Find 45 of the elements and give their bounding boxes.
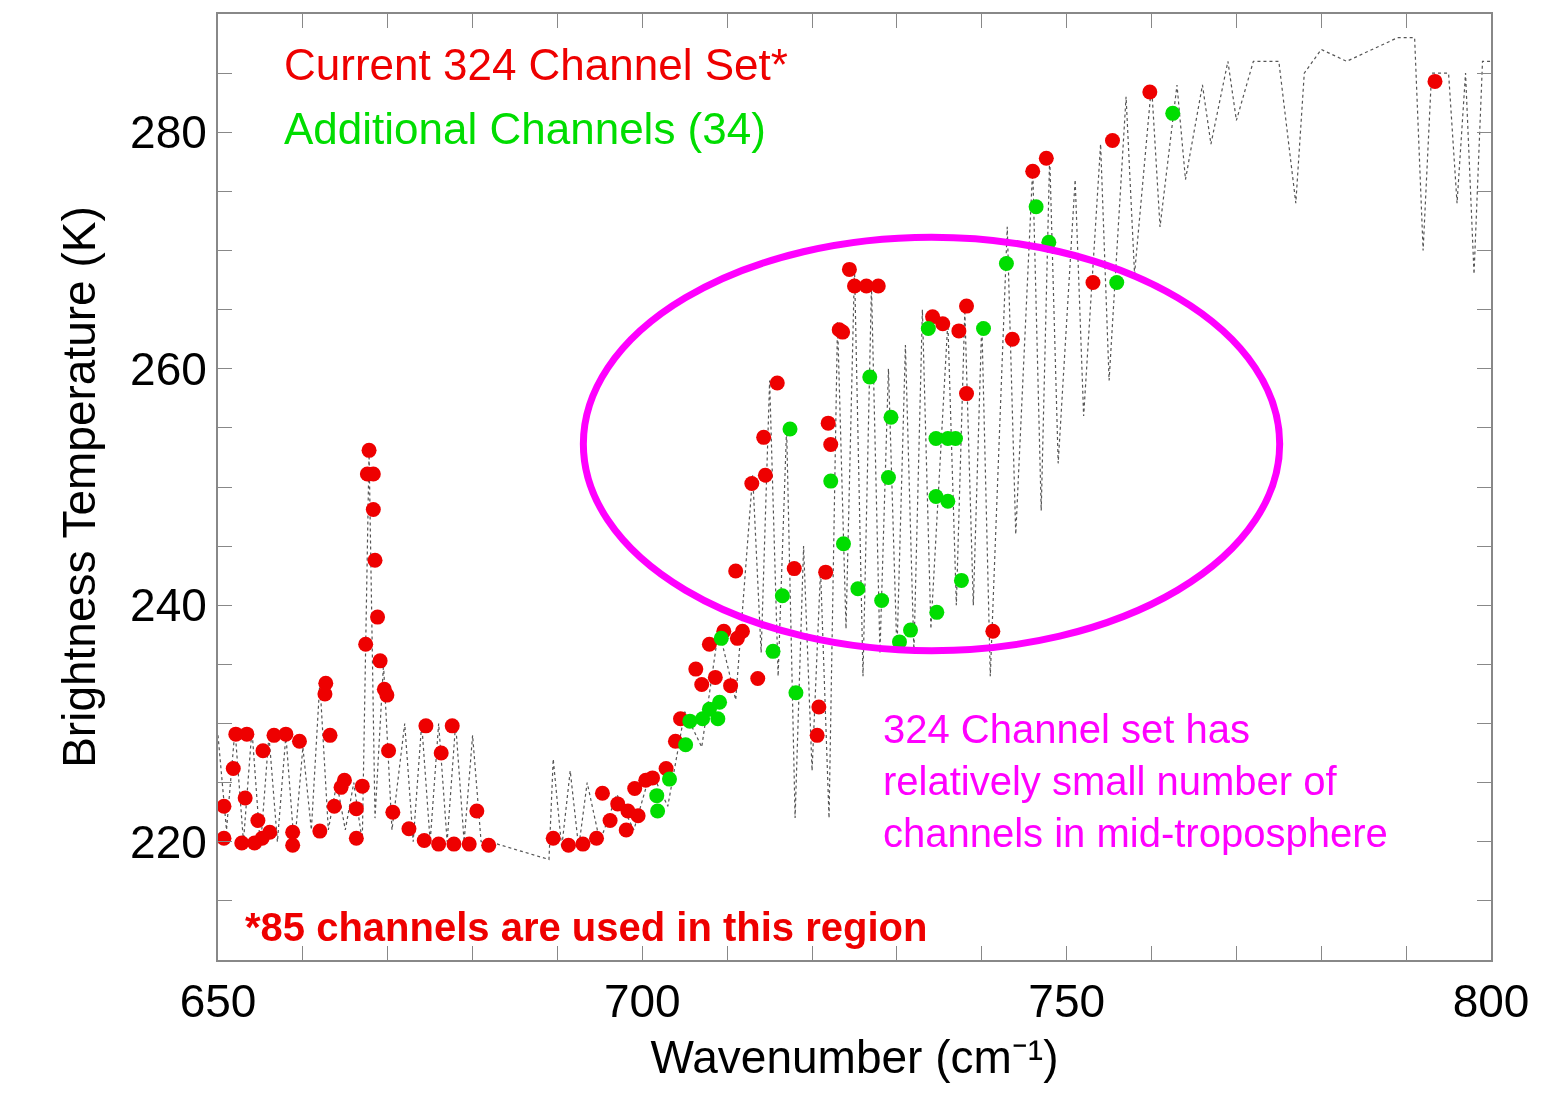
point bbox=[1028, 199, 1044, 215]
point bbox=[650, 803, 666, 819]
point bbox=[782, 421, 798, 437]
point bbox=[953, 572, 969, 588]
point bbox=[823, 473, 839, 489]
point bbox=[710, 711, 726, 727]
point bbox=[662, 771, 677, 787]
x-axis-title: Wavenumber (cm⁻¹) bbox=[650, 1031, 1059, 1084]
x-tick-label: 700 bbox=[603, 975, 681, 1028]
annotation: *85 channels are used in this region bbox=[245, 905, 928, 949]
point bbox=[929, 604, 945, 620]
point bbox=[903, 622, 919, 638]
point bbox=[928, 488, 944, 504]
point bbox=[649, 788, 665, 804]
point bbox=[713, 630, 729, 646]
point bbox=[940, 493, 956, 509]
point bbox=[765, 643, 781, 659]
point bbox=[1165, 105, 1181, 121]
text: Additional Channels (34) bbox=[284, 104, 766, 153]
point bbox=[880, 470, 896, 486]
point bbox=[998, 256, 1014, 271]
point bbox=[928, 431, 944, 447]
text: Current 324 Channel Set* bbox=[284, 40, 788, 89]
x-tick-label: 750 bbox=[1028, 975, 1106, 1028]
point bbox=[850, 581, 866, 597]
point bbox=[874, 593, 890, 609]
y-axis-title: Brightness Temperature (K) bbox=[52, 206, 105, 768]
point bbox=[774, 588, 790, 604]
point bbox=[883, 409, 899, 425]
point bbox=[678, 737, 694, 753]
y-tick-label: 260 bbox=[130, 342, 207, 395]
y-tick-label: 240 bbox=[130, 579, 207, 632]
x-tick-label: 650 bbox=[179, 975, 257, 1028]
point bbox=[712, 694, 728, 710]
point bbox=[920, 321, 936, 337]
annotation: 324 Channel set has relatively small number of channels in mid-troposphere bbox=[883, 707, 1388, 855]
x-tick-label: 800 bbox=[1452, 975, 1530, 1028]
point bbox=[862, 369, 878, 385]
y-tick-label: 280 bbox=[130, 106, 207, 159]
point bbox=[835, 536, 851, 552]
point bbox=[1109, 274, 1125, 290]
point bbox=[788, 685, 804, 701]
point bbox=[976, 321, 991, 337]
y-tick-label: 220 bbox=[130, 815, 207, 868]
point bbox=[682, 713, 698, 729]
